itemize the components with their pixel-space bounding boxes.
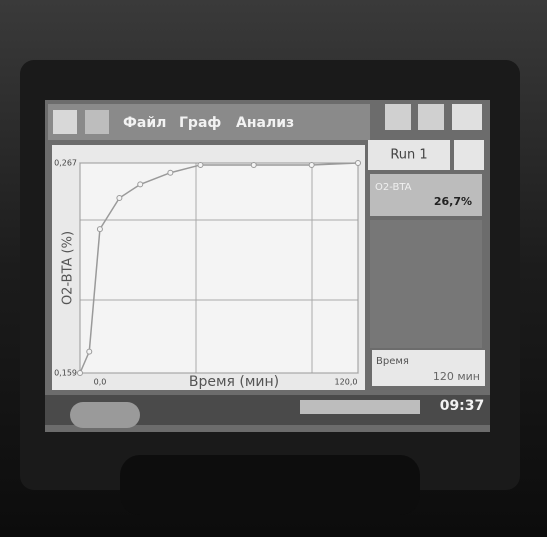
y-tick-label: 0,159 (54, 369, 77, 378)
data-point (168, 170, 173, 175)
data-point (87, 349, 92, 354)
data-point (251, 162, 256, 167)
sensor-reading: 26,7% (434, 195, 472, 208)
x-tick-label: 0,0 (94, 378, 107, 387)
clock: 09:37 (440, 398, 485, 414)
app-icon[interactable] (53, 110, 77, 134)
status-icons (300, 400, 420, 414)
sensor-name: O2-BTA (375, 182, 412, 193)
graph-icon[interactable] (85, 110, 109, 134)
time-label: Время (376, 356, 409, 367)
menu-item[interactable]: Файл (123, 115, 166, 131)
device-base (120, 455, 420, 515)
x-tick-label: 120,0 (335, 378, 358, 387)
y-tick-label: 0,267 (54, 159, 77, 168)
sidebar-empty (370, 220, 482, 348)
y-axis-label: O2-BTA (%) (61, 231, 76, 305)
data-point (309, 162, 314, 167)
data-point (117, 196, 122, 201)
home-button[interactable] (452, 104, 482, 130)
x-axis-label: Время (мин) (189, 374, 279, 390)
plot-area (80, 163, 358, 373)
start-button[interactable] (70, 402, 140, 428)
menu-item[interactable]: Анализ (236, 115, 294, 131)
time-value: 120 мин (433, 370, 480, 383)
layout-button[interactable] (385, 104, 411, 130)
data-point (138, 182, 143, 187)
save-button[interactable] (454, 140, 484, 170)
data-point (356, 161, 361, 166)
menu-item[interactable]: Граф (179, 115, 221, 131)
data-point (198, 162, 203, 167)
device-photo: Файл Граф Анализ Время (мин) O2-BTA (%) … (0, 0, 547, 537)
data-point (97, 227, 102, 232)
table-button[interactable] (418, 104, 444, 130)
data-point (78, 371, 83, 376)
run-label[interactable]: Run 1 (390, 148, 427, 163)
